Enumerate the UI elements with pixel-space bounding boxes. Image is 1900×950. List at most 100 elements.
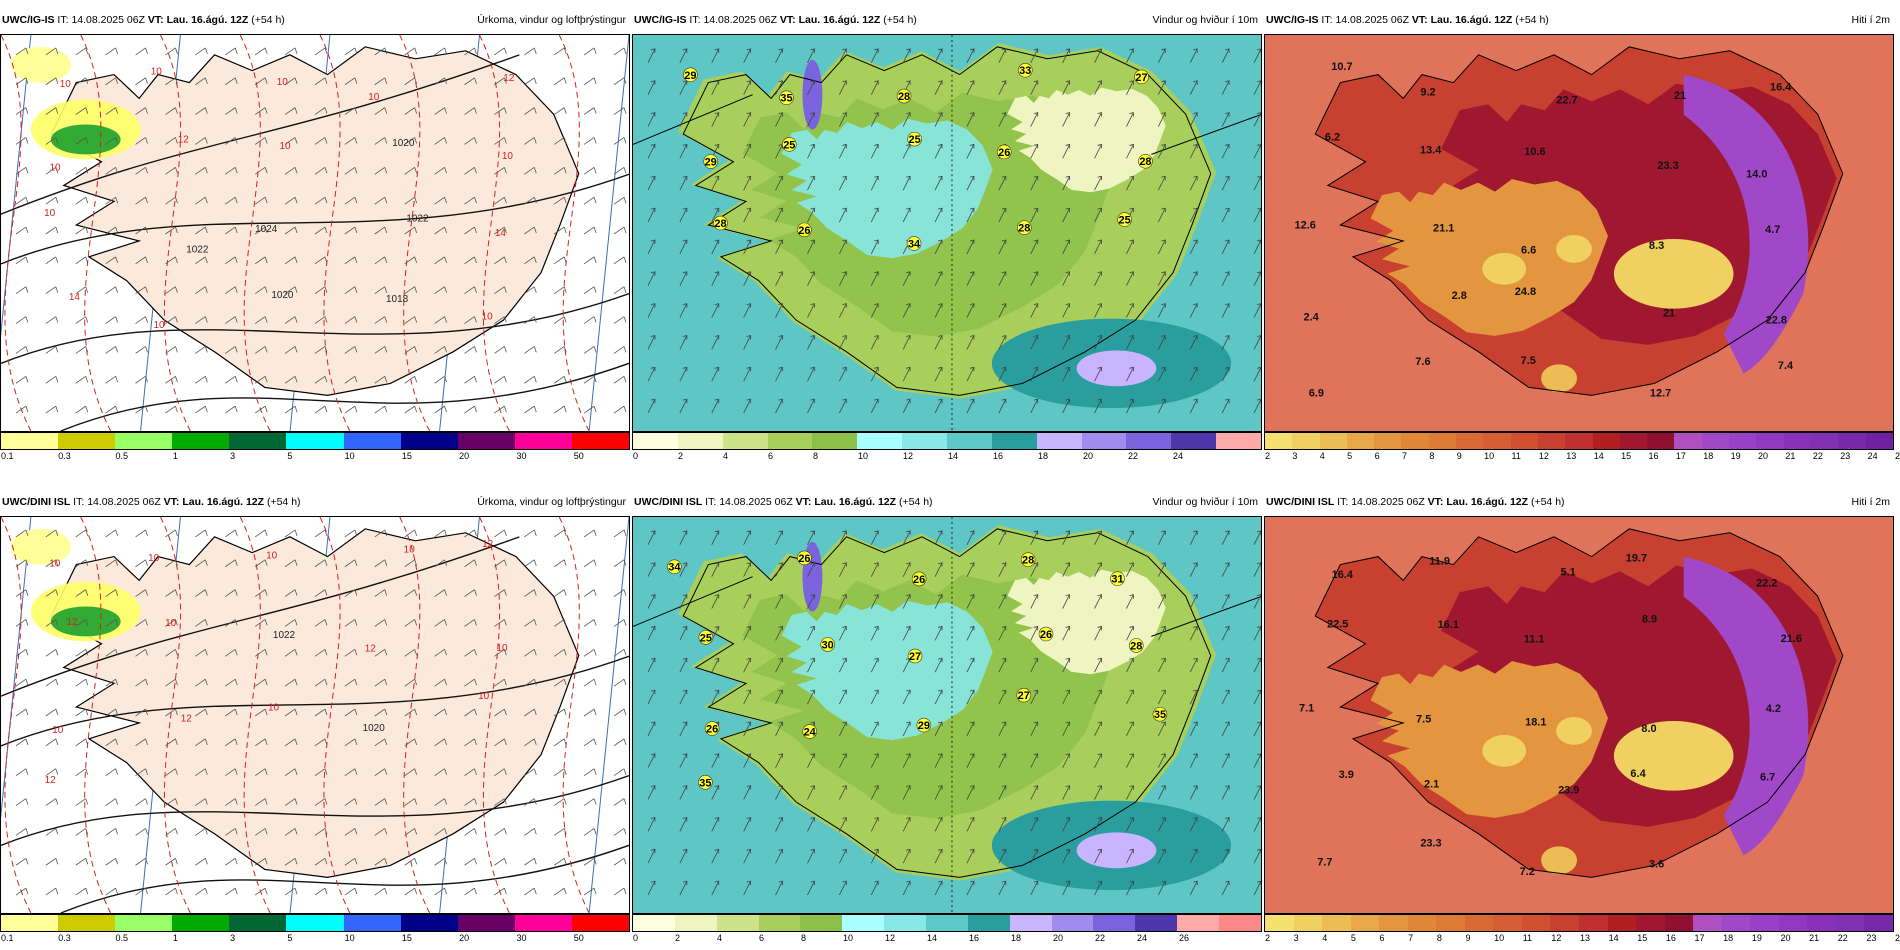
wind-barb (165, 256, 178, 265)
wind-arrow (1221, 689, 1230, 705)
colorbar-swatch (1135, 915, 1178, 931)
colorbar-swatch (1009, 915, 1052, 931)
wind-arrow (807, 625, 815, 641)
colorbar-swatch (1565, 433, 1593, 449)
wind-arrow (1253, 366, 1261, 382)
gust-value: 34 (908, 238, 921, 250)
wind-barb (15, 107, 29, 115)
colorbar-swatch (884, 915, 927, 931)
gust-area (1076, 832, 1157, 869)
wind-arrow (1094, 721, 1102, 737)
wind-arrow (711, 530, 720, 546)
colorbar-tick-label: 13 (1566, 451, 1577, 461)
wind-arrow (1157, 562, 1166, 577)
wind-barb (135, 798, 148, 806)
gust-value: 33 (1019, 65, 1031, 77)
isobar-label: 1022 (406, 214, 429, 225)
colorbar-tick-label: 6 (768, 451, 774, 461)
isotherm-line (399, 35, 431, 431)
wind-barb (105, 196, 119, 205)
wind-arrow (743, 594, 752, 609)
wind-barb (15, 405, 29, 414)
wind-arrow (647, 271, 656, 286)
wind-barb (225, 738, 238, 747)
wind-arrow (1094, 271, 1102, 286)
isotherm-label: 10 (368, 92, 380, 103)
wind-arrow (807, 334, 815, 350)
wind-barb (434, 828, 447, 836)
wind-arrow (1030, 207, 1039, 223)
wind-arrow (1126, 112, 1134, 127)
wind-arrow (998, 689, 1007, 705)
boundary-line (1151, 596, 1261, 637)
wind-barb (434, 857, 447, 866)
wind-barb (583, 316, 597, 324)
wind-barb (583, 828, 597, 836)
colorbar-swatch (400, 915, 458, 931)
wind-barb (404, 316, 418, 324)
wind-barb (314, 828, 328, 836)
forecast-map[interactable]: 10 10 10 10 12 12 10 1022 12 10 10 12 10 1020 10 12 (0, 516, 630, 914)
colorbar-swatch (758, 915, 801, 931)
forecast-map[interactable]: 10 10 10 10 12 10 12 10 1020 10 10 1022 1024 1022 14 14… (0, 34, 630, 432)
wind-arrow (934, 689, 943, 705)
wind-barb (75, 559, 89, 568)
forecast-map[interactable]: 34 26 26 28 31 25 30 27 26 28 26 24 29 27 35 35 (632, 516, 1262, 914)
wind-arrow (998, 657, 1007, 673)
wind-arrow (998, 334, 1007, 350)
wind-barb (374, 196, 388, 205)
isotherm-line (239, 517, 271, 913)
wind-arrow (679, 689, 688, 705)
wind-barb (583, 196, 597, 205)
wind-barb (613, 887, 627, 896)
wind-barb (254, 77, 268, 86)
colorbar-swatch (722, 433, 768, 449)
wind-arrow (934, 175, 943, 191)
wind-barb (284, 559, 298, 568)
wind-barb (284, 47, 298, 56)
wind-arrow (679, 657, 688, 673)
forecast-map[interactable]: 16.4 11.9 5.1 19.7 22.2 22.5 16.1 11.1 8.9 21.6 7.… (1264, 516, 1894, 914)
colorbar-tick-label: 8 (1429, 451, 1435, 461)
precip-area (10, 46, 71, 83)
precip-area (10, 528, 71, 565)
colorbar-tick-label: 24 (1895, 933, 1900, 943)
wind-arrow (647, 48, 656, 64)
colorbar-swatch (229, 433, 287, 449)
forecast-map[interactable]: 29 35 28 33 27 29 25 25 26 28 28 26 34 28 25 (632, 34, 1262, 432)
wind-arrow (966, 657, 975, 673)
wind-barb (75, 798, 89, 806)
colorbar-tick-label: 2 (1265, 451, 1271, 461)
isobar-label: 1022 (186, 245, 209, 256)
colorbar-tick-label: 22 (1812, 451, 1823, 461)
map-svg: 34 26 26 28 31 25 30 27 26 28 26 24 29 27 35 35 (633, 517, 1261, 913)
valid-time: Lau. 16.ágú. 12Z (1446, 496, 1529, 508)
isotherm-line (1, 35, 32, 431)
gust-value: 35 (780, 93, 792, 105)
wind-arrow (1094, 366, 1102, 382)
wind-arrow (870, 562, 879, 577)
wind-arrow (838, 366, 847, 382)
colorbar (632, 432, 1262, 450)
wind-arrow (966, 816, 975, 832)
forecast-map[interactable]: 10.7 9.2 22.7 21 16.4 6.2 13.4 10.6 23.3 14.0 12.6… (1264, 34, 1894, 432)
wind-barb (284, 286, 298, 295)
panel-p1: UWC/IG-IS IT: 14.08.2025 06Z VT: Lau. 16… (0, 0, 630, 461)
it-label: IT: (73, 496, 85, 508)
precip-area (50, 606, 121, 637)
wind-arrow (902, 366, 911, 382)
gust-marker (1017, 220, 1032, 235)
wind-arrow (647, 816, 656, 832)
wind-arrow (647, 689, 656, 705)
wind-barb (195, 316, 208, 324)
wind-arrow (775, 753, 783, 768)
wind-barb (105, 619, 119, 627)
wind-arrow (775, 366, 783, 382)
wind-barb (225, 167, 238, 175)
wind-barb (45, 828, 59, 836)
wind-barb (254, 167, 268, 175)
wind-arrow (711, 562, 720, 577)
temp-value: 7.6 (1415, 356, 1430, 368)
wind-arrow (1094, 657, 1102, 673)
wind-arrow (1030, 657, 1039, 673)
